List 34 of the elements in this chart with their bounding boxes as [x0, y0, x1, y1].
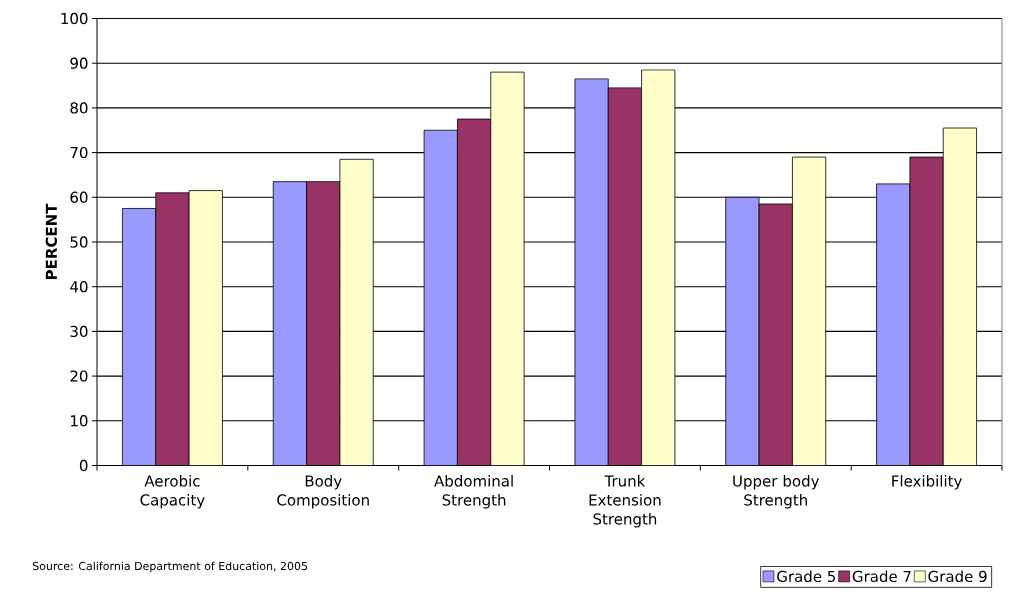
bar: [490, 71, 525, 466]
bar: [758, 203, 793, 466]
x-tick-label: Aerobic Capacity: [140, 475, 205, 509]
y-tick-label: 20: [70, 370, 88, 382]
y-tick-label: 0: [79, 459, 88, 472]
bar: [942, 127, 977, 466]
legend-label: Grade 9: [928, 570, 987, 583]
source-note: Source: California Department of Education, 2005: [32, 561, 308, 573]
y-tick-label: 100: [61, 12, 88, 25]
y-tick-label: 60: [70, 191, 88, 203]
x-tick-label: Abdominal Strength: [434, 475, 513, 509]
x-tick-label: Body Composition: [277, 475, 369, 509]
legend-label: Grade 7: [852, 570, 911, 583]
bar: [339, 158, 374, 466]
x-tick-label: Trunk Extension Strength: [589, 475, 661, 528]
bar: [641, 69, 676, 466]
bar: [792, 156, 827, 466]
y-tick-label: 50: [70, 236, 88, 248]
x-tick-label: Flexibility: [892, 475, 962, 490]
bar: [457, 118, 492, 466]
bar: [909, 156, 944, 466]
y-tick-label: 40: [70, 281, 88, 293]
y-tick-label: 70: [70, 146, 88, 159]
y-tick-label: 30: [70, 325, 88, 338]
x-tick-label: Upper body Strength: [733, 475, 820, 509]
bar: [155, 192, 190, 466]
legend-label: Grade 5: [777, 570, 836, 583]
y-tick-label: 80: [70, 102, 88, 114]
y-axis-title: PERCENT: [45, 203, 57, 280]
bar: [607, 87, 642, 466]
bar: [306, 181, 341, 466]
y-tick-label: 90: [70, 57, 88, 69]
bar: [188, 190, 223, 466]
y-tick-label: 10: [71, 415, 88, 427]
